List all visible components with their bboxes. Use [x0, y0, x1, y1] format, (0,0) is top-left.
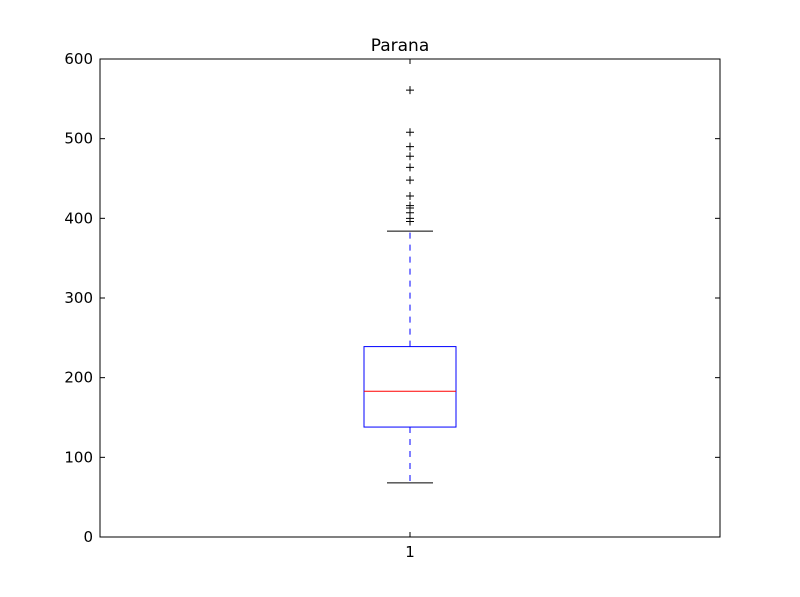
y-tick-label: 100	[64, 448, 93, 466]
y-tick-label: 300	[64, 289, 93, 307]
outlier-point	[406, 86, 414, 95]
outlier-point	[406, 201, 414, 210]
box-series	[363, 86, 457, 484]
y-tick-label: 500	[64, 130, 93, 148]
x-tick-label: 1	[405, 543, 415, 561]
outlier-point	[406, 128, 414, 137]
x-axis: 1	[405, 59, 415, 561]
iqr-box	[363, 346, 457, 428]
y-tick-label: 200	[64, 369, 93, 387]
chart-title: Parana	[370, 36, 430, 56]
outlier-point	[406, 192, 414, 201]
outlier-point	[406, 142, 414, 151]
y-tick-label: 600	[64, 50, 93, 68]
y-tick-label: 0	[83, 528, 93, 546]
outlier-point	[406, 163, 414, 172]
outlier-point	[406, 152, 414, 161]
outlier-point	[406, 176, 414, 185]
y-axis: 0 100 200 300 400 500 600	[64, 50, 720, 546]
y-tick-label: 400	[64, 209, 93, 227]
